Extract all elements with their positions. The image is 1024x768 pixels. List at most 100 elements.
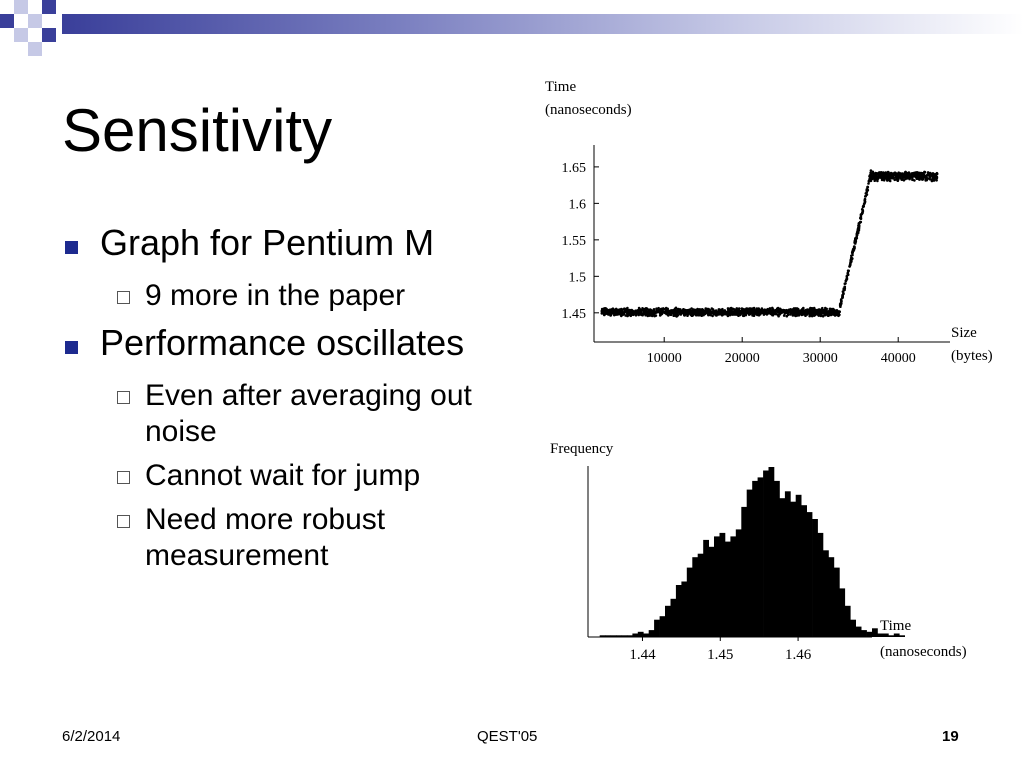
scatter-point	[786, 312, 790, 315]
scatter-point	[751, 314, 754, 317]
scatter-point	[666, 310, 670, 313]
scatter-point	[799, 309, 803, 313]
scatter-point	[851, 253, 854, 257]
scatter-point	[694, 308, 698, 312]
scatter-point	[740, 311, 743, 314]
histogram-bar	[626, 635, 633, 637]
scatter-point	[726, 307, 730, 311]
scatter-point	[619, 311, 623, 315]
scatter-point	[890, 172, 894, 175]
scatter-point	[846, 273, 850, 276]
scatter-point	[768, 307, 772, 310]
histogram-bar	[735, 529, 742, 637]
scatter-point	[890, 174, 894, 177]
scatter-point	[785, 310, 788, 313]
slide-number: 19	[942, 728, 959, 745]
scatter-point	[810, 314, 814, 318]
decor-square	[28, 42, 42, 56]
scatter-point	[921, 173, 924, 177]
scatter-point	[691, 314, 694, 317]
scatter-point	[732, 313, 735, 316]
scatter-point	[924, 179, 927, 182]
scatter-point	[801, 307, 804, 311]
scatter-point	[776, 310, 780, 313]
scatter-point	[844, 279, 848, 283]
scatter-point	[866, 185, 870, 189]
scatter-point	[731, 307, 735, 311]
scatter-point	[823, 313, 826, 317]
scatter-point	[849, 263, 852, 266]
scatter-point	[935, 176, 938, 179]
histogram-bar	[882, 633, 889, 637]
histogram-bar	[659, 616, 666, 637]
scatter-point	[842, 291, 845, 295]
scatter-point	[679, 311, 683, 315]
y-tick-label: 1.6	[569, 197, 587, 212]
scatter-point	[911, 178, 914, 182]
histogram-bar	[719, 532, 726, 637]
x-tick-label: 10000	[647, 351, 682, 366]
scatter-point	[856, 231, 860, 234]
scatter-point	[821, 309, 825, 313]
bullet-item: Graph for Pentium M	[62, 222, 502, 264]
scatter-point	[628, 313, 631, 316]
scatter-point	[674, 312, 677, 316]
scatter-point	[851, 257, 854, 260]
scatter-point	[603, 310, 606, 314]
scatter-point	[808, 314, 811, 318]
scatter-point	[902, 173, 905, 176]
scatter-point	[826, 313, 830, 316]
decor-square	[0, 14, 14, 28]
title-decoration	[0, 0, 1024, 64]
scatter-point	[844, 282, 847, 285]
scatter-point	[710, 311, 714, 314]
scatter-point	[793, 312, 797, 315]
hollow-square-bullet-icon	[117, 515, 130, 528]
histogram-bar	[654, 619, 660, 637]
y-axis-label: Frequency	[550, 441, 614, 457]
scatter-point	[908, 176, 911, 179]
scatter-point	[794, 307, 798, 311]
scatter-point	[744, 309, 748, 312]
scatter-point	[657, 310, 661, 313]
scatter-point	[630, 308, 634, 312]
scatter-point	[605, 310, 608, 313]
scatter-point	[904, 175, 907, 179]
histogram-bar	[888, 635, 895, 637]
scatter-point	[910, 173, 913, 176]
scatter-point	[745, 307, 748, 310]
histogram-bar	[763, 470, 769, 637]
sub-bullet-item: 9 more in the paper	[62, 278, 502, 314]
histogram-bar	[730, 536, 737, 637]
histogram-bar	[697, 553, 704, 637]
scatter-point	[654, 314, 658, 317]
histogram-bar	[779, 498, 786, 637]
x-axis-label-line2: (bytes)	[951, 348, 993, 364]
scatter-point	[621, 308, 624, 311]
histogram-bar	[632, 633, 639, 637]
scatter-point	[779, 308, 783, 312]
scatter-point	[838, 302, 842, 306]
scatter-point	[865, 190, 868, 194]
scatter-point	[725, 312, 728, 315]
scatter-point	[768, 309, 772, 313]
scatter-point	[686, 313, 690, 316]
scatter-point	[888, 179, 891, 182]
scatter-point	[857, 224, 861, 227]
scatter-point	[910, 175, 913, 179]
scatter-point	[720, 308, 723, 312]
scatter-point	[749, 309, 752, 312]
scatter-point	[673, 309, 677, 313]
histogram-bar	[817, 532, 824, 637]
scatter-point	[855, 236, 859, 240]
y-tick-label: 1.65	[562, 161, 587, 176]
scatter-point	[929, 173, 932, 176]
histogram-bar	[784, 491, 791, 637]
decor-square	[42, 0, 56, 14]
scatter-point	[853, 239, 857, 242]
scatter-point	[723, 311, 726, 314]
scatter-point	[757, 307, 760, 310]
scatter-point	[796, 308, 800, 311]
scatter-point	[885, 177, 889, 180]
scatter-point	[717, 308, 721, 311]
